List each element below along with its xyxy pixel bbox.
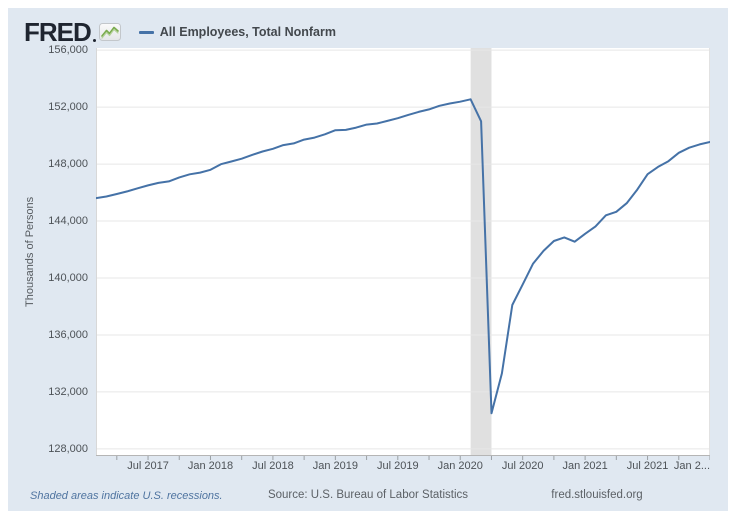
- y-axis-label: 152,000: [48, 101, 88, 114]
- legend-label: All Employees, Total Nonfarm: [159, 25, 336, 39]
- chart-plot[interactable]: [96, 48, 710, 462]
- registered-mark-dot: [92, 39, 96, 42]
- fred-logo-text: FRED: [24, 17, 92, 47]
- x-axis-label: Jan 2021: [562, 460, 608, 472]
- legend-line-swatch: [138, 30, 154, 34]
- x-axis-label: Jul 2019: [376, 460, 419, 472]
- x-axis-label: Jul 2017: [127, 460, 169, 472]
- fred-url-link[interactable]: fred.stlouisfed.org: [551, 489, 643, 501]
- y-axis-label: 156,000: [48, 44, 88, 57]
- fred-logo[interactable]: FRED: [24, 19, 121, 45]
- recession-note-link[interactable]: Shaded areas indicate U.S. recessions.: [30, 490, 223, 502]
- y-axis-label: 136,000: [48, 328, 88, 341]
- x-axis-label: Jul 2021: [626, 460, 669, 472]
- y-axis-label: 128,000: [48, 442, 88, 455]
- x-axis-label: Jan 2018: [187, 460, 234, 472]
- fred-sparkline-icon: [98, 23, 121, 41]
- x-axis-label: Jan 2020: [437, 460, 483, 472]
- legend[interactable]: All Employees, Total Nonfarm: [138, 25, 336, 39]
- recession-shading: [470, 48, 492, 456]
- x-axis-label: Jan 2...: [673, 460, 710, 472]
- y-axis-label: 144,000: [48, 215, 88, 228]
- x-axis-label: Jul 2018: [252, 460, 294, 472]
- y-axis-label: 132,000: [48, 385, 88, 398]
- x-axis-label: Jul 2020: [501, 460, 544, 472]
- chart-panel: FRED All Employees, Total Nonfarm Thousa…: [8, 8, 728, 511]
- x-axis-label: Jan 2019: [312, 460, 358, 472]
- chart-header: FRED All Employees, Total Nonfarm: [24, 15, 336, 49]
- y-axis-label: 148,000: [48, 158, 88, 171]
- plot-background: [96, 48, 710, 456]
- source-text: Source: U.S. Bureau of Labor Statistics: [267, 489, 469, 501]
- y-axis-label: 140,000: [48, 271, 88, 284]
- data-line: [96, 98, 710, 415]
